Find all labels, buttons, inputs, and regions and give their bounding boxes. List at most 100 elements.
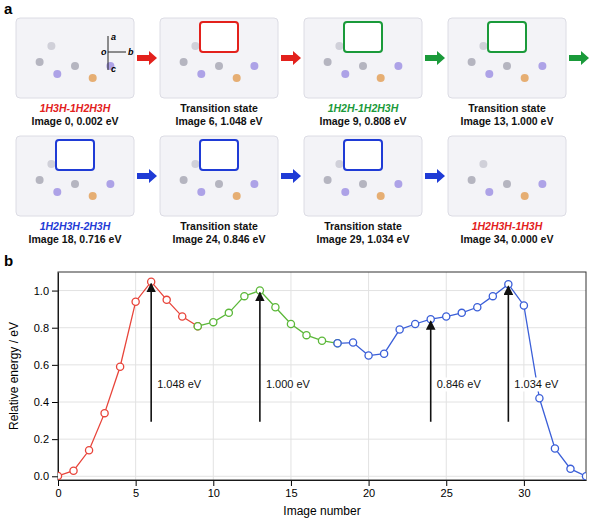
atom [180, 58, 188, 66]
crystal-axes: abco [101, 32, 134, 74]
grid [58, 272, 586, 480]
x-tick: 30 [518, 480, 530, 499]
atom [197, 188, 205, 196]
state-name: Transition state [324, 220, 402, 232]
energy-point [303, 332, 310, 339]
state-caption: Image 13, 1.000 eV [461, 115, 554, 127]
energy-point [179, 313, 186, 320]
energy-point [489, 293, 496, 300]
structure-image [16, 18, 134, 98]
highlight-frame [200, 22, 238, 52]
atom [341, 70, 349, 78]
state-name: Transition state [180, 102, 258, 114]
structure-cell: Transition stateImage 29, 1.034 eV [304, 136, 445, 245]
energy-point [85, 447, 92, 454]
energy-point [443, 313, 450, 320]
energy-point [334, 340, 341, 347]
energy-point [396, 326, 403, 333]
atom [359, 62, 367, 70]
energy-point [365, 352, 372, 359]
state-caption: Image 18, 0.716 eV [29, 233, 122, 245]
y-tick: 0.2 [34, 433, 58, 445]
atom [89, 192, 97, 200]
energy-point [551, 445, 558, 452]
energy-point [334, 340, 341, 347]
atom [335, 42, 343, 50]
label-background [436, 377, 483, 391]
step-arrow [137, 51, 157, 65]
x-tick-mark [136, 480, 137, 486]
panel-label: a [4, 0, 13, 17]
axis-arrow [108, 52, 126, 53]
x-tick-label: 10 [208, 487, 220, 499]
structure-cell: Transition stateImage 24, 0.846 eV [160, 136, 301, 245]
energy-point [318, 337, 325, 344]
energy-point [567, 465, 574, 472]
y-tick: 0.4 [34, 396, 58, 408]
x-tick: 25 [441, 480, 453, 499]
x-axis-title: Image number [283, 504, 360, 518]
state-name: 1H2H3H-2H3H [40, 220, 111, 232]
structure-cell: 1H2H3H-1H3HImage 34, 0.000 eV [448, 136, 566, 245]
atom [191, 160, 199, 168]
y-tick: 1.0 [34, 285, 58, 297]
y-tick-label: 0.4 [34, 396, 49, 408]
energy-point [349, 339, 356, 346]
energy-point [474, 304, 481, 311]
x-tick-label: 15 [285, 487, 297, 499]
y-tick-mark [52, 328, 58, 329]
energy-point [241, 293, 248, 300]
atom [233, 192, 241, 200]
label-background [513, 377, 560, 391]
grid-line [368, 272, 369, 480]
x-tick-mark [369, 480, 370, 486]
step-arrow [281, 169, 301, 183]
grid-line [58, 439, 586, 440]
atom [197, 70, 205, 78]
x-tick: 5 [133, 480, 139, 499]
state-caption: Image 34, 0.000 eV [461, 233, 554, 245]
atom [394, 180, 402, 188]
axis-arrow [108, 36, 109, 52]
structure-image [160, 136, 278, 216]
step-arrow [569, 51, 589, 65]
axis-letter: c [111, 64, 116, 74]
x-tick: 20 [363, 480, 375, 499]
structure-image [448, 18, 566, 98]
x-tick-label: 0 [55, 487, 61, 499]
atom [250, 62, 258, 70]
energy-point [458, 309, 465, 316]
y-tick-label: 0.2 [34, 433, 49, 445]
step-arrow [281, 51, 301, 65]
structure-cell: 1H3H-1H2H3HImage 0, 0.002 eVabco [16, 18, 157, 127]
atom [47, 160, 55, 168]
energy-point [582, 473, 586, 480]
x-axis: 0 5 10 15 20 25 30 [55, 480, 586, 499]
atom [503, 180, 511, 188]
grid-line [58, 327, 586, 328]
x-tick: 0 [55, 480, 61, 499]
highlight-frame [344, 140, 382, 170]
y-tick-mark [52, 291, 58, 292]
energy-point [70, 467, 77, 474]
y-tick-label: 0.6 [34, 359, 49, 371]
y-tick: 0.8 [34, 322, 58, 334]
grid-line [58, 290, 586, 291]
barrier-label: 1.048 eV [157, 378, 202, 390]
barrier-arrow [430, 321, 432, 422]
state-name: Transition state [468, 102, 546, 114]
barrier-arrow [508, 286, 510, 422]
state-caption: Image 24, 0.846 eV [173, 233, 266, 245]
energy-point [520, 302, 527, 309]
state-name: 1H2H3H-1H3H [472, 220, 543, 232]
atom [71, 62, 79, 70]
atom [53, 188, 61, 196]
state-caption: Image 0, 0.002 eV [32, 115, 119, 127]
energy-point [272, 304, 279, 311]
atom [36, 58, 44, 66]
atom [485, 70, 493, 78]
barrier-label: 1.034 eV [514, 378, 559, 390]
atom [233, 74, 241, 82]
atom [324, 58, 332, 66]
atom [71, 180, 79, 188]
